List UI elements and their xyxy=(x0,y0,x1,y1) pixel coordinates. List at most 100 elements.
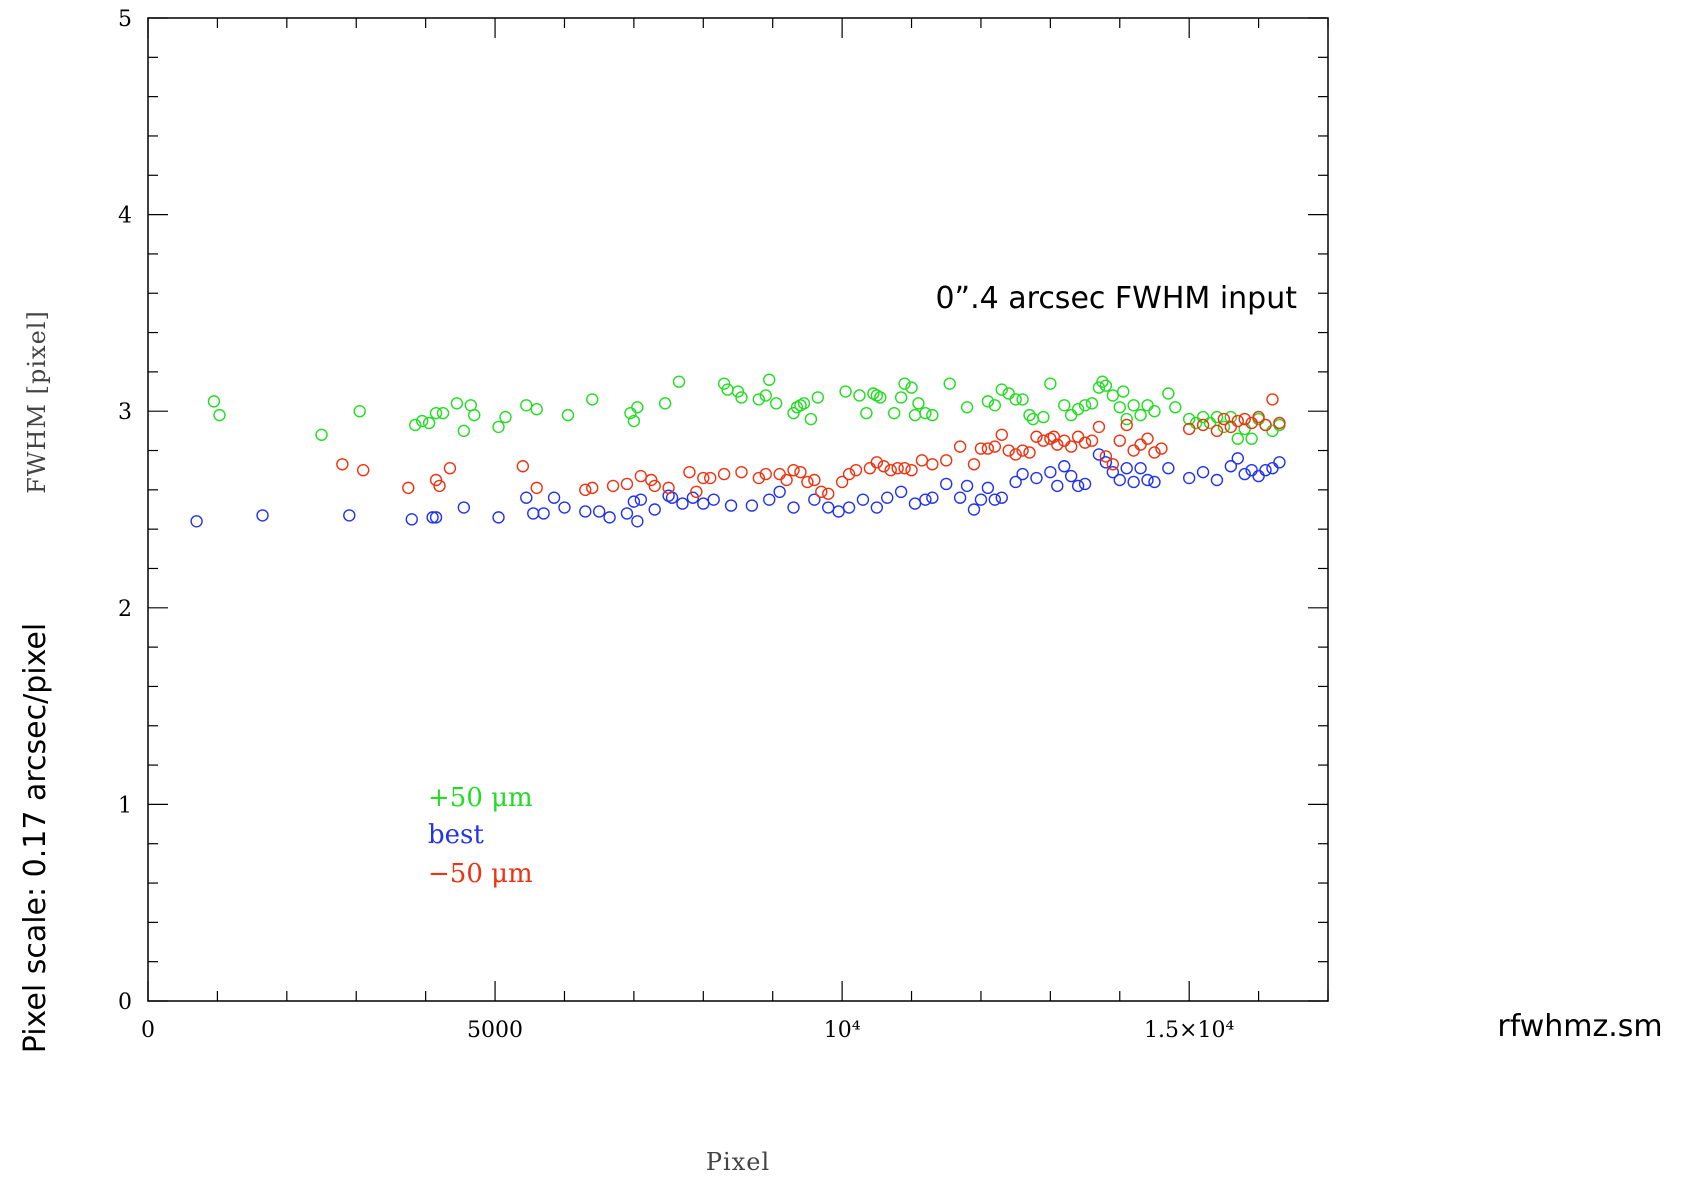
data-point xyxy=(1217,420,1231,434)
data-point xyxy=(450,397,464,410)
input-fwhm-annotation: 0”.4 arcsec FWHM input xyxy=(935,281,1297,316)
data-point xyxy=(926,491,939,504)
data-point xyxy=(808,493,821,506)
data-point xyxy=(967,503,981,516)
data-point xyxy=(822,501,835,514)
data-point xyxy=(1016,393,1029,406)
data-point xyxy=(1259,463,1272,477)
data-point xyxy=(1273,416,1286,430)
data-point xyxy=(468,408,481,422)
data-point xyxy=(717,377,731,390)
data-point xyxy=(1196,418,1210,432)
data-point xyxy=(769,397,783,410)
y-tick-label: 4 xyxy=(118,204,132,229)
data-point xyxy=(658,397,672,410)
data-point xyxy=(839,385,852,398)
legend-entry-minus50: −50 μm xyxy=(428,859,533,889)
data-point xyxy=(343,509,356,522)
data-point xyxy=(645,473,658,487)
data-point xyxy=(499,410,512,424)
data-point xyxy=(1044,465,1057,479)
data-point xyxy=(1106,465,1120,479)
data-point xyxy=(586,393,599,406)
data-point xyxy=(697,471,710,485)
data-point xyxy=(1030,471,1043,485)
data-point xyxy=(579,483,592,497)
data-point xyxy=(527,507,540,520)
data-point xyxy=(1162,387,1175,400)
data-point xyxy=(884,463,897,477)
data-point xyxy=(1064,408,1078,422)
data-point xyxy=(1169,401,1182,414)
data-point xyxy=(919,406,932,420)
plot-frame xyxy=(147,17,1329,1002)
data-point xyxy=(759,467,772,481)
data-point xyxy=(832,505,845,518)
x-tick-label: 5000 xyxy=(467,1018,523,1043)
data-point xyxy=(981,481,995,495)
data-point xyxy=(315,428,328,441)
data-point xyxy=(634,469,648,483)
x-axis-title: Pixel xyxy=(706,1148,770,1176)
data-point xyxy=(1009,393,1022,406)
data-point xyxy=(1134,408,1147,422)
data-point xyxy=(995,428,1008,441)
data-point xyxy=(1023,446,1036,459)
data-point xyxy=(1238,467,1251,481)
data-point xyxy=(1058,460,1071,473)
data-point xyxy=(1252,469,1265,483)
data-point xyxy=(898,377,911,390)
data-point xyxy=(429,406,443,420)
y-tick-label: 1 xyxy=(118,793,132,818)
data-point xyxy=(1127,444,1140,457)
series-group xyxy=(336,393,1286,500)
data-point xyxy=(1037,434,1050,447)
data-point xyxy=(745,499,759,512)
data-point xyxy=(877,460,890,473)
data-point xyxy=(717,467,731,481)
plot-border xyxy=(147,17,1329,1002)
data-point xyxy=(1071,403,1085,416)
data-point xyxy=(891,462,904,475)
data-point xyxy=(1113,434,1126,447)
data-point xyxy=(787,406,800,420)
data-point xyxy=(960,401,974,414)
data-point xyxy=(1113,401,1126,414)
data-point xyxy=(773,485,786,499)
data-point xyxy=(1085,434,1099,447)
data-point xyxy=(1092,420,1106,434)
data-point xyxy=(974,442,988,455)
data-point xyxy=(1106,389,1120,402)
data-point xyxy=(1259,418,1272,432)
data-point xyxy=(353,405,366,418)
data-point xyxy=(1196,465,1210,479)
y-tick-label: 0 xyxy=(118,990,132,1015)
data-point xyxy=(415,414,429,428)
data-point xyxy=(606,479,620,493)
data-point xyxy=(1078,436,1092,449)
data-point xyxy=(1113,473,1126,487)
pixel-scale-label: Pixel scale: 0.17 arcsec/pixel xyxy=(18,623,53,1053)
data-point xyxy=(773,467,786,481)
data-point xyxy=(1238,412,1251,426)
data-point xyxy=(759,389,772,402)
data-point xyxy=(894,485,908,499)
data-point xyxy=(1047,430,1061,443)
x-tick-label: 10⁴ xyxy=(824,1018,861,1043)
data-point xyxy=(443,462,457,475)
data-point xyxy=(1217,412,1231,426)
data-point xyxy=(1273,456,1286,469)
data-point xyxy=(801,475,814,489)
data-point xyxy=(336,458,349,471)
data-point xyxy=(686,491,700,504)
data-point xyxy=(1099,450,1113,463)
data-point xyxy=(704,471,717,485)
x-tick-labels: 0 5000 10⁴ 1.5×10⁴ xyxy=(141,1018,1234,1043)
data-point xyxy=(627,495,641,508)
data-point xyxy=(797,397,811,410)
data-point xyxy=(672,375,686,388)
data-point xyxy=(1009,448,1022,461)
data-point xyxy=(1002,444,1015,457)
data-point xyxy=(256,509,269,522)
data-point xyxy=(1127,475,1140,489)
